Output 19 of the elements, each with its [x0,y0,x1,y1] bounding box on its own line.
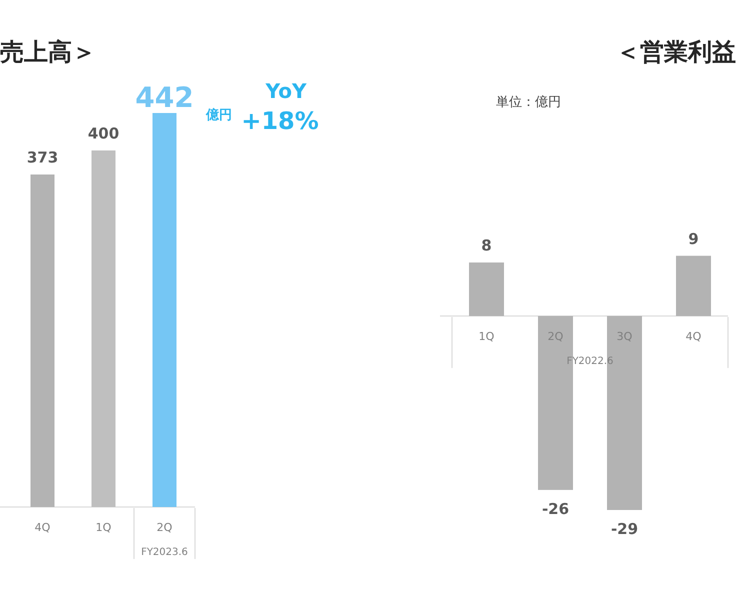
x-tick-label: 4Q [34,521,51,534]
data-label: 400 [88,124,120,142]
x-tick-label: 1Q [478,330,495,343]
text: 億円 [205,107,232,123]
data-label: -26 [542,500,570,518]
x-tick-label: 1Q [96,521,112,534]
data-label: 373 [26,148,58,167]
data-label: 8 [481,236,492,254]
text: +18% [241,107,319,135]
x-tick-label: 4Q [686,330,702,343]
x-tick-label: 2Q [156,521,173,534]
data-label: 9 [688,230,699,248]
data-label: -29 [610,520,638,538]
chart-subtitle: 単位：億円 [496,95,561,110]
text: YoY [264,79,307,103]
x-axis-title: FY2023.6 [141,547,188,558]
chart-title: 売上高＞ [0,38,96,66]
data-label: 442 [135,81,194,114]
chart-title: ＜営業利益 [616,38,736,66]
